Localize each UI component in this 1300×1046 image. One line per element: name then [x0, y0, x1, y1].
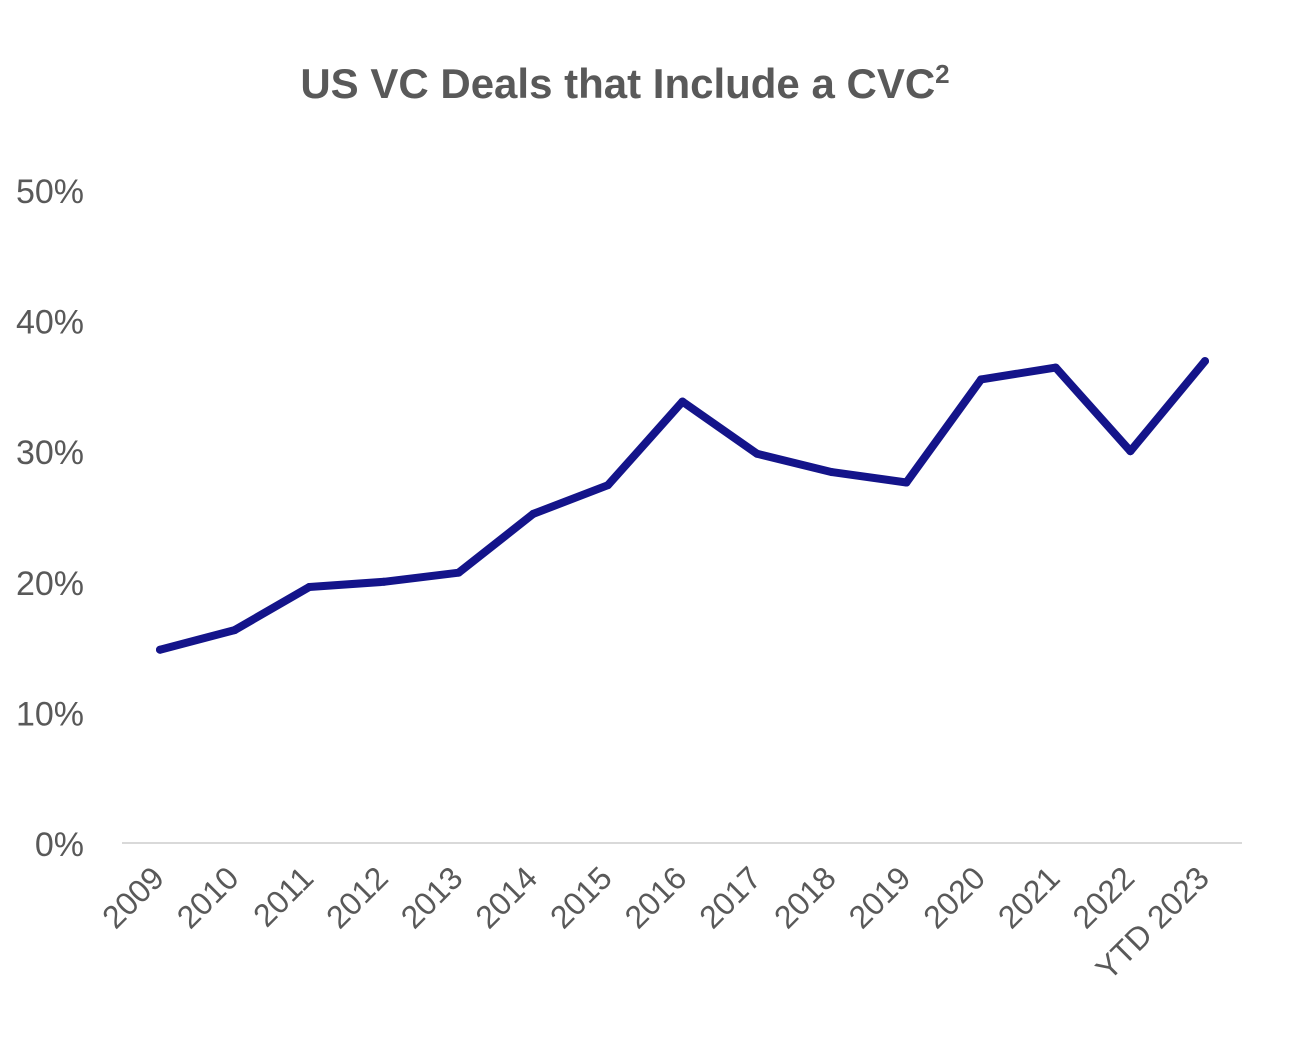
data-point [305, 583, 314, 592]
data-point [902, 478, 911, 487]
data-point [753, 449, 762, 458]
y-tick-label: 50% [16, 173, 84, 211]
data-point [1051, 363, 1060, 372]
x-tick-label: 2013 [394, 859, 470, 935]
x-tick-label: 2009 [95, 859, 171, 935]
y-tick-label: 30% [16, 434, 84, 472]
y-tick-label: 20% [16, 565, 84, 603]
data-point [1126, 447, 1135, 456]
x-tick-label: 2018 [767, 859, 843, 935]
data-point [678, 397, 687, 406]
chart-title: US VC Deals that Include a CVC2 [0, 60, 1250, 108]
y-tick-label: 10% [16, 695, 84, 733]
data-point [827, 468, 836, 477]
chart-title-superscript: 2 [935, 59, 950, 89]
x-tick-label: 2010 [170, 859, 246, 935]
x-tick-label: 2012 [319, 859, 395, 935]
x-tick-label: 2019 [842, 859, 918, 935]
x-tick-label: 2017 [692, 859, 768, 935]
data-point [977, 375, 986, 384]
data-point [156, 645, 164, 654]
y-tick-label: 0% [35, 826, 84, 864]
x-tick-label: 2015 [543, 859, 619, 935]
x-tick-label: 2021 [991, 859, 1067, 935]
data-point [379, 577, 388, 586]
data-point [603, 481, 612, 490]
y-axis-ticks: 0% 10% 20% 30% 40% 50% [16, 173, 84, 864]
y-tick-label: 40% [16, 304, 84, 342]
data-point [230, 626, 239, 635]
series-layer [156, 357, 1209, 654]
data-point [1201, 357, 1209, 366]
x-tick-label: 2011 [246, 859, 320, 933]
data-point [529, 509, 538, 518]
chart-title-text: US VC Deals that Include a CVC [300, 60, 936, 107]
x-tick-label: 2016 [618, 859, 694, 935]
data-point [454, 568, 463, 577]
x-tick-label: 2020 [916, 859, 992, 935]
x-tick-label: 2014 [468, 859, 544, 935]
